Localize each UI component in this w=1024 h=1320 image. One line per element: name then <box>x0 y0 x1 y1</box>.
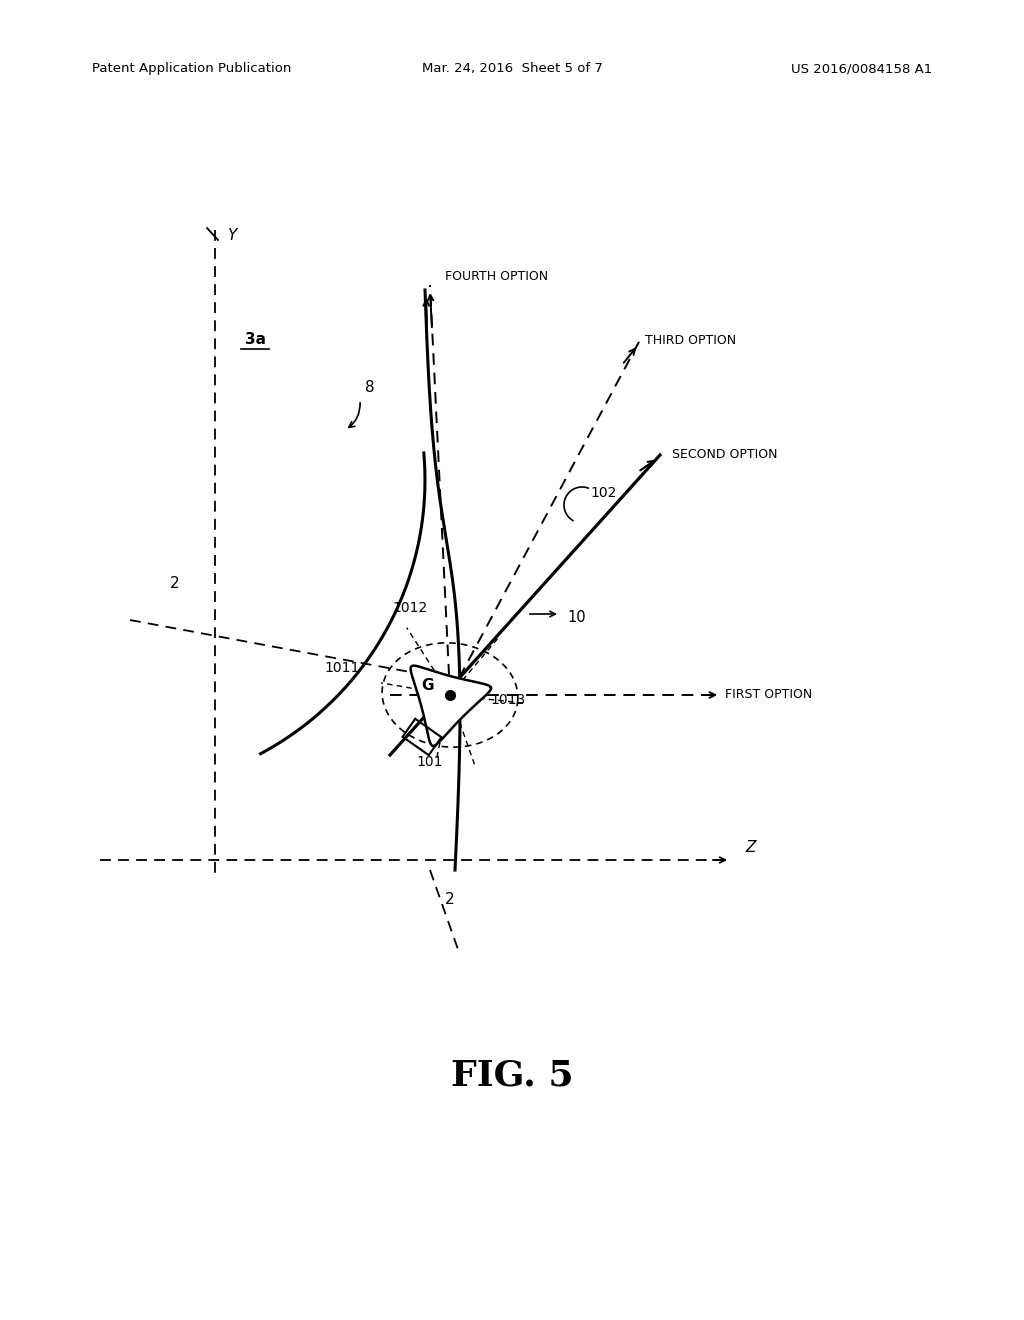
Text: G: G <box>422 677 434 693</box>
Text: Patent Application Publication: Patent Application Publication <box>92 62 292 75</box>
Text: 2: 2 <box>445 892 455 908</box>
Polygon shape <box>411 665 490 746</box>
Text: FIG. 5: FIG. 5 <box>451 1059 573 1092</box>
Text: 3a: 3a <box>245 333 265 347</box>
Text: SECOND OPTION: SECOND OPTION <box>672 447 777 461</box>
Text: FOURTH OPTION: FOURTH OPTION <box>445 269 548 282</box>
Text: US 2016/0084158 A1: US 2016/0084158 A1 <box>791 62 932 75</box>
Text: Mar. 24, 2016  Sheet 5 of 7: Mar. 24, 2016 Sheet 5 of 7 <box>422 62 602 75</box>
Text: 101: 101 <box>417 755 443 770</box>
Text: 8: 8 <box>365 380 375 396</box>
Text: 2: 2 <box>170 576 180 590</box>
Text: 1012: 1012 <box>392 601 428 615</box>
Text: Y: Y <box>227 227 237 243</box>
Text: Z: Z <box>745 841 756 855</box>
Text: 1011: 1011 <box>325 661 360 675</box>
Text: 10: 10 <box>567 610 586 626</box>
Text: FIRST OPTION: FIRST OPTION <box>725 689 812 701</box>
Text: THIRD OPTION: THIRD OPTION <box>645 334 736 346</box>
Text: 102: 102 <box>590 486 616 500</box>
Text: 1013: 1013 <box>490 693 525 708</box>
